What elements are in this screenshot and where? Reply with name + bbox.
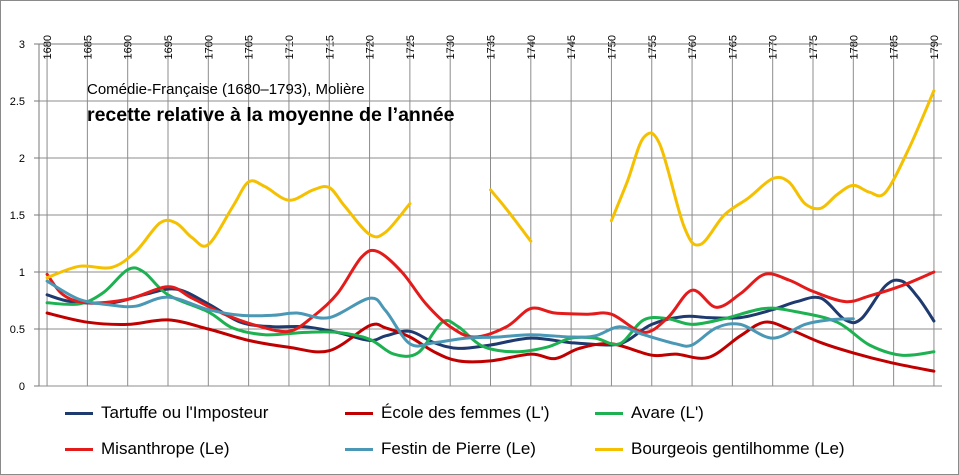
legend-label: Tartuffe ou l'Imposteur: [101, 403, 269, 422]
x-tick-label: 1685: [82, 35, 94, 59]
legend-label: Bourgeois gentilhomme (Le): [631, 439, 845, 458]
y-tick-label: 0.5: [10, 324, 25, 336]
x-tick-label: 1755: [647, 35, 659, 59]
legend-label: École des femmes (L'): [381, 403, 550, 422]
legend-label: Misanthrope (Le): [101, 439, 230, 458]
x-tick-label: 1695: [163, 35, 175, 59]
legend-label: Avare (L'): [631, 403, 704, 422]
legend-swatch: [65, 447, 93, 451]
x-tick-label: 1760: [687, 35, 699, 59]
x-tick-label: 1790: [929, 35, 941, 59]
x-tick-label: 1765: [727, 35, 739, 59]
x-tick-label: 1725: [405, 35, 417, 59]
x-tick-label: 1705: [244, 35, 256, 59]
legend: Tartuffe ou l'Imposteur École des femmes …: [65, 403, 945, 467]
series-line: [45, 179, 412, 280]
x-tick-label: 1730: [445, 35, 457, 59]
x-tick-label: 1710: [284, 35, 296, 59]
x-tick-label: 1715: [324, 35, 336, 59]
legend-swatch: [595, 411, 623, 415]
chart-subtitle: recette relative à la moyenne de l’année: [87, 104, 455, 126]
legend-swatch: [345, 411, 373, 415]
legend-swatch: [595, 447, 623, 451]
series-line: [45, 311, 936, 373]
x-tick-label: 1785: [889, 35, 901, 59]
gridlines: [39, 43, 942, 387]
legend-item: Avare (L'): [595, 403, 704, 423]
y-tick-label: 2: [19, 153, 25, 165]
x-tick-label: 1680: [42, 35, 54, 59]
axes: 0 0.5 1 1.5 2 2.5 3 1680 1685 1690 1695 1700 1705 171…: [10, 35, 942, 393]
series-line: [489, 188, 533, 243]
y-tick-label: 1.5: [10, 210, 25, 222]
x-tick-label: 1735: [486, 35, 498, 59]
legend-item: Bourgeois gentilhomme (Le): [595, 439, 845, 459]
y-tick-label: 3: [19, 39, 25, 51]
series-line: [609, 89, 936, 247]
y-tick-label: 2.5: [10, 96, 25, 108]
legend-item: Misanthrope (Le): [65, 439, 230, 459]
legend-item: Tartuffe ou l'Imposteur: [65, 403, 268, 423]
x-tick-label: 1775: [808, 35, 820, 59]
x-tick-label: 1770: [768, 35, 780, 59]
series-5: [45, 279, 855, 348]
x-tick-label: 1690: [123, 35, 135, 59]
x-tick-label: 1780: [848, 35, 860, 59]
x-tick-label: 1740: [526, 35, 538, 59]
x-tick-label: 1750: [606, 35, 618, 59]
series-6: [45, 89, 936, 280]
legend-item: Festin de Pierre (Le): [345, 439, 536, 459]
series-line: [45, 248, 936, 339]
series-2: [45, 311, 936, 373]
chart-title: Comédie-Française (1680–1793), Molière: [87, 81, 365, 98]
legend-swatch: [65, 411, 93, 415]
x-tick-label: 1745: [566, 35, 578, 59]
x-tick-label: 1720: [365, 35, 377, 59]
y-tick-label: 1: [19, 267, 25, 279]
legend-item: École des femmes (L'): [345, 403, 550, 423]
legend-label: Festin de Pierre (Le): [381, 439, 536, 458]
series-lines: [45, 89, 936, 373]
legend-swatch: [345, 447, 373, 451]
y-tick-label: 0: [19, 381, 25, 393]
x-tick-label: 1700: [203, 35, 215, 59]
